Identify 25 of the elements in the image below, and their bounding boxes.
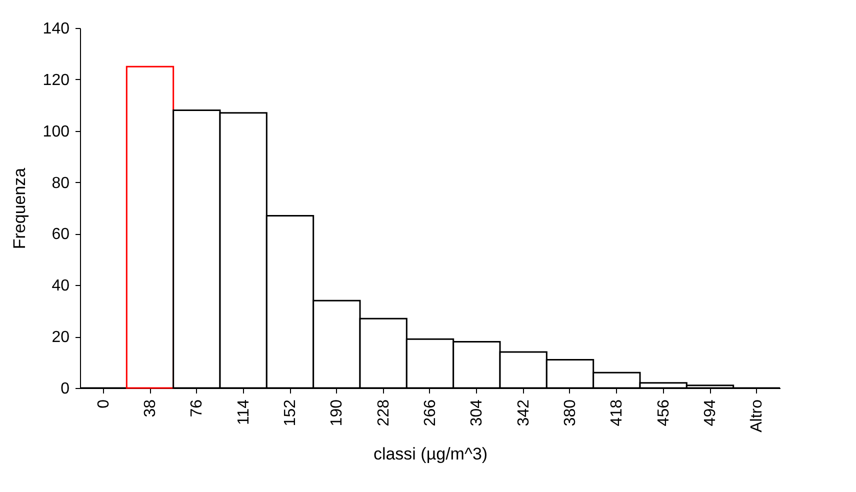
x-tick-label: 152 bbox=[282, 399, 299, 426]
x-tick-label: 38 bbox=[142, 399, 159, 418]
x-tick-label: Altro bbox=[748, 399, 766, 432]
y-tick-label: 140 bbox=[42, 20, 70, 38]
y-tick-label: 120 bbox=[42, 72, 70, 89]
y-axis-title: Frequenza bbox=[10, 167, 29, 250]
x-tick-label: 380 bbox=[562, 399, 579, 426]
y-tick-label: 40 bbox=[52, 278, 70, 295]
x-tick-label: 342 bbox=[515, 399, 532, 426]
x-tick-label: 190 bbox=[328, 399, 346, 426]
x-tick-label: 228 bbox=[375, 399, 392, 426]
y-tick-label: 20 bbox=[52, 329, 70, 346]
x-tick-label: 114 bbox=[235, 399, 252, 426]
y-tick-label: 80 bbox=[52, 174, 70, 192]
x-tick-label: 456 bbox=[655, 399, 672, 426]
x-axis-title: classi (µg/m^3) bbox=[373, 444, 488, 464]
y-tick-label: 60 bbox=[52, 226, 70, 244]
x-tick-label: 76 bbox=[188, 399, 206, 418]
x-tick-label: 266 bbox=[422, 399, 439, 426]
x-tick-label: 418 bbox=[608, 399, 626, 426]
x-tick-label: 494 bbox=[702, 399, 719, 426]
y-tick-label: 100 bbox=[42, 123, 70, 140]
y-tick-label: 0 bbox=[60, 380, 70, 398]
x-tick-label: 0 bbox=[95, 399, 112, 408]
x-tick-label: 304 bbox=[468, 399, 486, 426]
